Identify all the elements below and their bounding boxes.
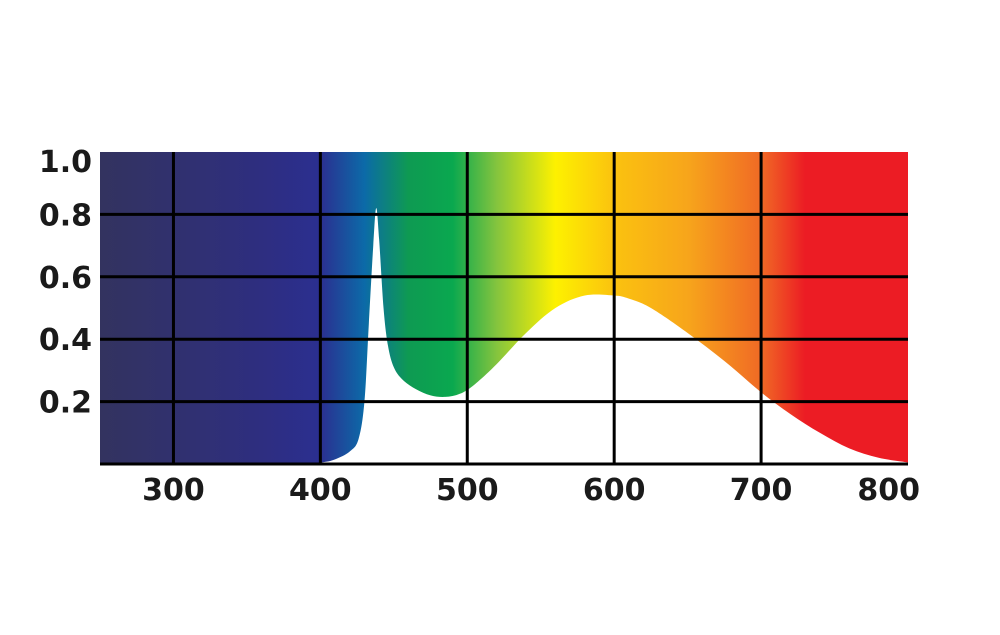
x-tick-label: 500 xyxy=(436,473,499,508)
x-tick-label: 600 xyxy=(583,473,646,508)
x-tick-label: 400 xyxy=(289,473,352,508)
grid-lines xyxy=(100,152,908,466)
y-tick-label: 0.4 xyxy=(39,323,92,358)
x-tick-label: 800 xyxy=(857,473,920,508)
x-tick-label: 700 xyxy=(730,473,793,508)
y-tick-label: 0.2 xyxy=(39,386,92,421)
x-tick-label: 300 xyxy=(142,473,205,508)
y-tick-label: 0.6 xyxy=(39,261,92,296)
x-tick-labels: 300 400 500 600 700 800 xyxy=(142,473,920,508)
y-tick-label: 0.8 xyxy=(39,198,92,233)
y-tick-label: 1.0 xyxy=(39,145,92,180)
emission-curve-area xyxy=(100,208,908,464)
y-tick-labels: 0.2 0.4 0.6 0.8 1.0 xyxy=(39,145,92,421)
